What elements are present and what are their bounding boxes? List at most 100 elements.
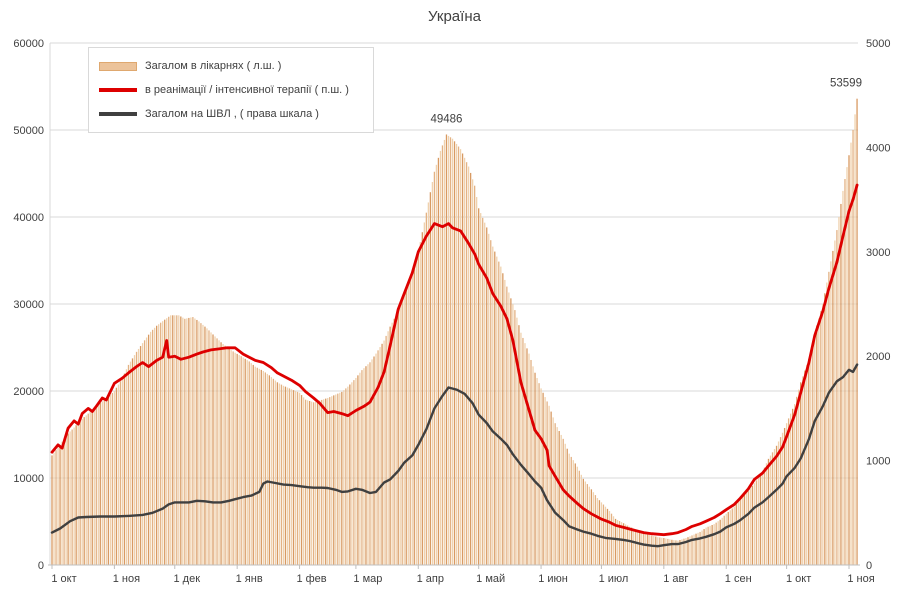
hospitalized-bar — [315, 401, 317, 565]
hospitalized-bar — [560, 434, 562, 565]
hospitalized-bar — [568, 453, 570, 565]
hospitalized-bar — [723, 515, 725, 565]
hospitalized-bar — [180, 316, 182, 565]
hospitalized-bar — [325, 398, 327, 565]
hospitalized-bar — [176, 315, 178, 565]
hospitalized-bar — [296, 391, 299, 565]
hospitalized-bars-series — [51, 98, 858, 566]
hospitalized-bar — [343, 390, 345, 565]
hospitalized-bar — [445, 134, 448, 565]
hospitalized-bar — [149, 331, 152, 565]
hospitalized-bar — [244, 358, 246, 565]
hospitalized-bar — [586, 484, 589, 565]
hospitalized-bar — [594, 495, 597, 565]
hospitalized-bar — [789, 413, 792, 565]
hospitalized-bar — [224, 345, 226, 565]
hospitalized-bar — [761, 471, 764, 565]
hospitalized-bar — [202, 324, 204, 565]
hospitalized-bar — [707, 526, 709, 565]
hospitalized-bar — [419, 242, 421, 565]
hospitalized-bar — [457, 146, 460, 565]
hospitalized-bar — [135, 351, 138, 565]
hospitalized-bar — [188, 317, 190, 565]
hospitalized-bar — [540, 388, 542, 565]
hospitalized-bar — [321, 399, 323, 565]
x-axis-tick-label: 1 июл — [599, 573, 629, 585]
hospitalized-bar — [785, 423, 788, 565]
hospitalized-bar — [673, 540, 675, 565]
x-axis-tick-label: 1 сен — [725, 573, 752, 585]
hospitalized-bar — [588, 486, 591, 565]
x-axis-tick-label: 1 авг — [663, 573, 688, 585]
hospitalized-bar — [232, 351, 234, 565]
legend-label-hospitalized: Загалом в лікарнях ( л.ш. ) — [145, 60, 282, 72]
hospitalized-bar — [649, 534, 651, 565]
hospitalized-bar — [162, 321, 164, 565]
y-axis-left-tick-label: 40000 — [13, 212, 44, 224]
hospitalized-bar — [375, 353, 377, 565]
y-axis-left-tick-label: 60000 — [13, 38, 44, 50]
hospitalized-bar — [737, 501, 739, 565]
hospitalized-bar — [73, 427, 75, 565]
hospitalized-bar — [451, 138, 454, 565]
hospitalized-bar — [284, 386, 287, 565]
hospitalized-bar — [834, 240, 836, 566]
hospitalized-bar — [317, 401, 319, 565]
y-axis-left-tick-label: 30000 — [13, 299, 44, 311]
hospitalized-bar — [51, 455, 53, 565]
hospitalized-bar — [496, 256, 498, 565]
hospitalized-bar — [153, 327, 156, 565]
hospitalized-bar — [278, 383, 281, 565]
hospitalized-bar — [127, 364, 130, 565]
hospitalized-bar — [655, 536, 657, 565]
hospitalized-bar — [71, 429, 73, 565]
hospitalized-bar — [59, 444, 61, 565]
hospitalized-bar — [222, 344, 224, 565]
hospitalized-bar — [53, 452, 55, 565]
hospitalized-bar — [453, 141, 456, 565]
hospitalized-bar — [387, 331, 389, 565]
x-axis-tick-label: 1 янв — [236, 573, 263, 585]
hospitalized-bar — [614, 518, 617, 565]
x-axis-tick-label: 1 ноя — [847, 573, 874, 585]
hospitalized-bar — [628, 526, 631, 565]
hospitalized-bar — [61, 441, 63, 565]
y-axis-left-tick-label: 50000 — [13, 125, 44, 137]
hospitalized-bar — [802, 376, 804, 565]
x-axis-tick-label: 1 апр — [417, 573, 444, 585]
hospitalized-bar — [166, 318, 168, 565]
hospitalized-bar — [302, 397, 305, 565]
hospitalized-bar — [139, 346, 142, 565]
hospitalized-bar — [226, 347, 228, 565]
hospitalized-bar — [252, 364, 254, 565]
hospitalized-bar — [216, 338, 218, 565]
hospitalized-bar — [160, 322, 162, 565]
hospitalized-bar — [645, 533, 647, 565]
hospitalized-bar — [399, 304, 401, 565]
hospitalized-bar — [622, 523, 625, 565]
hospitalized-bar — [697, 532, 699, 565]
hospitalized-bar — [377, 350, 379, 565]
hospitalized-bar — [395, 314, 397, 566]
hospitalized-bar — [123, 373, 126, 565]
hospitalized-bar — [455, 143, 458, 566]
hospitalized-bar — [190, 317, 192, 565]
hospitalized-bar — [514, 310, 516, 565]
hospitalized-bar — [725, 513, 727, 565]
hospitalized-bar — [705, 527, 707, 565]
hospitalized-bar — [779, 437, 782, 565]
hospitalized-bar — [844, 179, 846, 565]
hospitalized-bar — [484, 222, 486, 565]
hospitalized-bar — [767, 458, 770, 565]
hospitalized-bar — [582, 478, 584, 565]
hospitalized-bar — [389, 326, 391, 565]
hospitalized-bar — [703, 529, 705, 565]
hospitalized-bar — [158, 324, 160, 565]
hospitalized-bar — [679, 539, 681, 565]
hospitalized-bar — [200, 323, 202, 565]
hospitalized-bar — [715, 522, 717, 565]
hospitalized-bar — [262, 370, 264, 565]
ventilators-line-series — [50, 363, 859, 548]
